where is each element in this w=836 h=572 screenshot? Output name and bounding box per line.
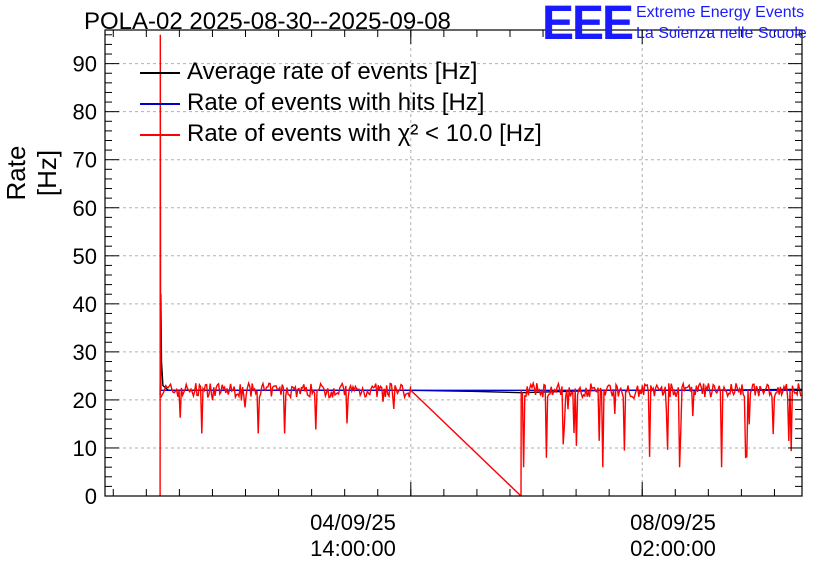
legend-swatch-average — [140, 72, 180, 74]
eee-logo: EEE — [542, 0, 634, 50]
series-chi2-segment-0 — [159, 34, 162, 497]
y-tick-label: 80 — [73, 100, 97, 125]
y-tick-label: 30 — [73, 340, 97, 365]
x-tick-2-time: 02:00:00 — [630, 536, 716, 561]
logo-line-2: La Scienza nelle Scuole — [636, 25, 807, 42]
chart-title: POLA-02 2025-08-30--2025-09-08 — [84, 8, 451, 35]
logo-caption: Extreme Energy Events La Scienza nelle S… — [636, 2, 807, 44]
x-tick-1-time: 14:00:00 — [310, 536, 396, 561]
x-tick-1-date: 04/09/25 — [310, 510, 396, 535]
legend-label-hits: Rate of events with hits [Hz] — [187, 89, 485, 116]
y-tick-label: 70 — [73, 148, 97, 173]
series-layer — [159, 34, 803, 497]
logo-line-1: Extreme Energy Events — [636, 4, 805, 21]
chart-grid — [105, 30, 802, 496]
x-tick-label-2: 08/09/25 02:00:00 — [593, 510, 753, 562]
legend-label-average: Average rate of events [Hz] — [187, 58, 478, 85]
legend-swatch-hits — [140, 103, 180, 105]
y-tick-label: 90 — [73, 52, 97, 77]
y-tick-label: 20 — [73, 388, 97, 413]
x-tick-label-1: 04/09/25 14:00:00 — [273, 510, 433, 562]
x-tick-2-date: 08/09/25 — [630, 510, 716, 535]
plot-frame — [104, 29, 803, 497]
legend-swatch-chi2 — [140, 134, 180, 136]
series-average-line — [159, 294, 803, 396]
y-tick-label: 40 — [73, 292, 97, 317]
y-tick-label: 0 — [85, 484, 97, 509]
y-tick-label: 10 — [73, 436, 97, 461]
series-chi2-segment-2 — [410, 389, 522, 497]
legend-label-chi2: Rate of events with χ² < 10.0 [Hz] — [187, 120, 542, 147]
y-tick-label: 60 — [73, 196, 97, 221]
chart-axes: 0 10 20 30 40 50 60 70 80 90 — [73, 29, 803, 509]
y-axis-label: Rate [Hz] — [1, 145, 62, 201]
y-tick-label: 50 — [73, 244, 97, 269]
series-chi2-segment-1 — [160, 380, 412, 434]
series-chi2-segment-4 — [520, 380, 802, 468]
